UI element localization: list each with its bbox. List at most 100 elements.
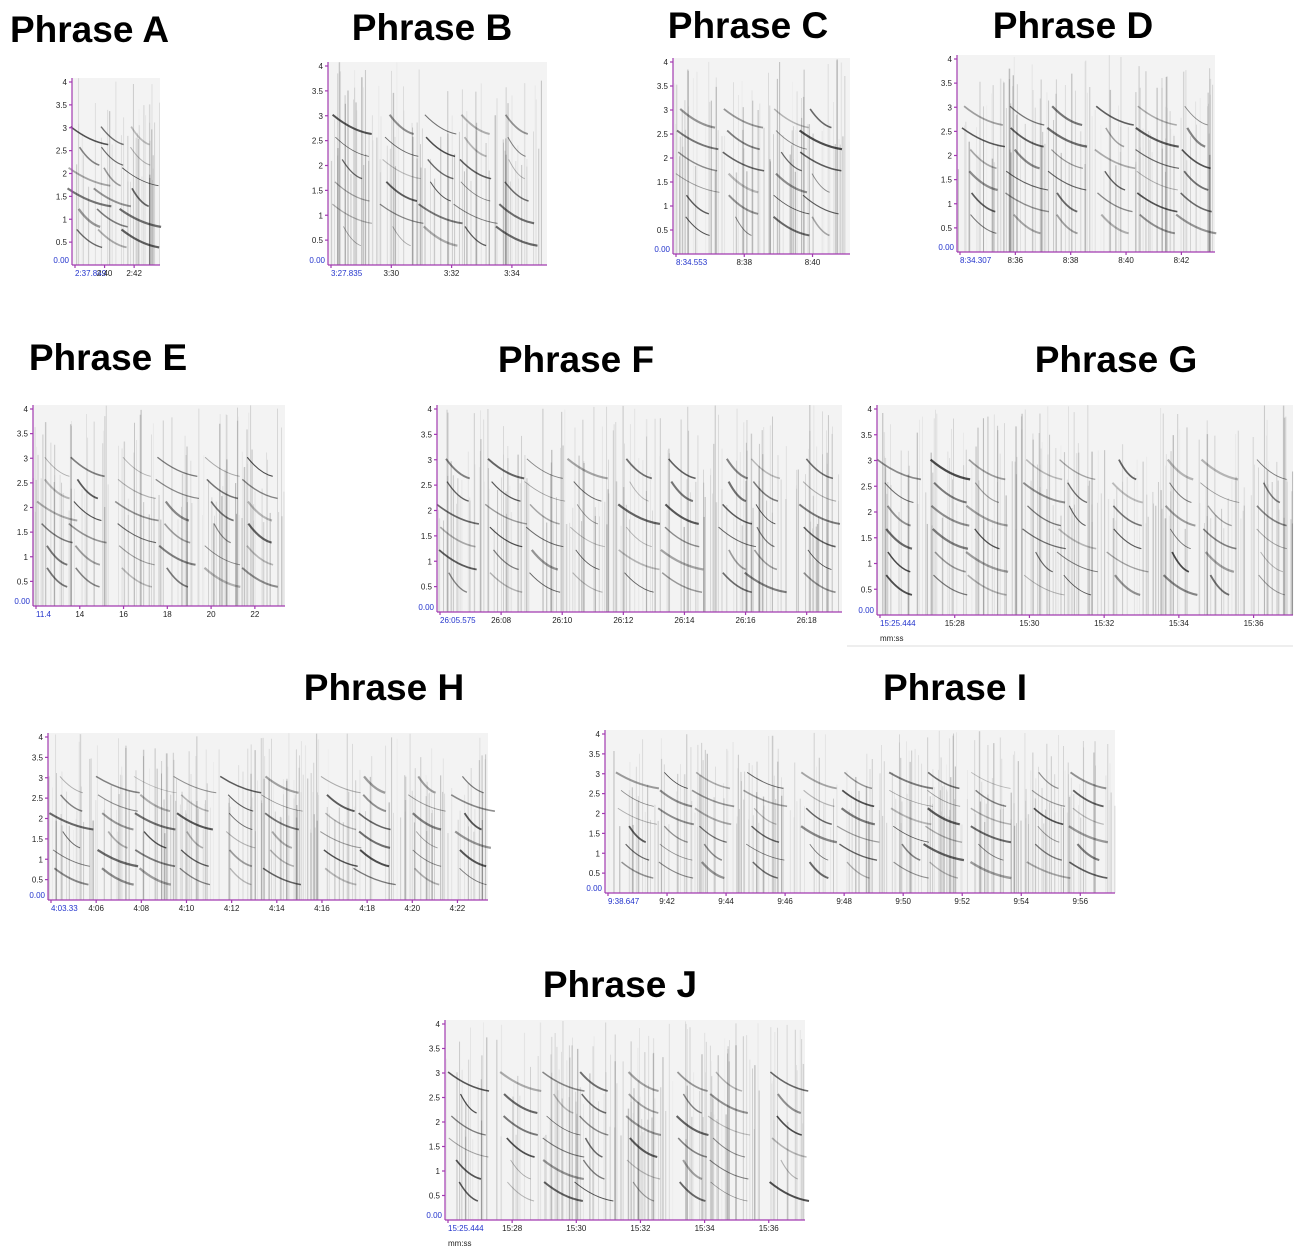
harmonic-stroke (103, 167, 122, 187)
harmonic-stroke (96, 848, 139, 868)
harmonic-stroke (1005, 170, 1049, 191)
harmonic-stroke (1262, 482, 1281, 504)
y-tick-label: 4 (319, 62, 324, 71)
harmonic-stroke (246, 545, 274, 566)
y-tick-label: 0.5 (56, 238, 68, 247)
spectrogram-background (328, 62, 547, 265)
harmonic-stroke (358, 830, 391, 849)
harmonic-stroke (628, 825, 647, 844)
harmonic-stroke (508, 159, 525, 180)
harmonic-stroke (809, 108, 832, 129)
harmonic-stroke (227, 794, 254, 812)
harmonic-stroke (1114, 574, 1141, 596)
harmonic-stroke (809, 843, 829, 861)
origin-label: 0.00 (14, 597, 30, 606)
panel-title: Phrase G (1035, 339, 1197, 380)
x-tick-label: 4:10 (179, 904, 195, 913)
harmonic-stroke (464, 226, 487, 247)
harmonic-stroke (1135, 149, 1180, 169)
harmonic-stroke (1033, 807, 1064, 826)
harmonic-stroke (566, 458, 608, 480)
harmonic-stroke (841, 789, 875, 808)
y-tick-label: 3.5 (941, 79, 953, 88)
harmonic-stroke (803, 789, 835, 807)
harmonic-stroke (889, 789, 933, 807)
harmonic-stroke (709, 1159, 749, 1180)
harmonic-stroke (974, 528, 1000, 550)
harmonic-stroke (617, 807, 658, 825)
harmonic-stroke (901, 843, 921, 861)
y-tick-label: 3 (63, 124, 68, 133)
y-tick-label: 3.5 (17, 430, 29, 439)
harmonic-stroke (499, 1071, 542, 1093)
y-tick-label: 1.5 (32, 835, 44, 844)
x-tick-label: 9:46 (777, 897, 793, 906)
harmonic-stroke (1180, 192, 1212, 213)
harmonic-stroke (320, 776, 361, 794)
harmonic-stroke (143, 831, 167, 849)
harmonic-stroke (424, 114, 457, 135)
x-tick-label: 4:16 (314, 904, 330, 913)
x-tick-label: 9:38.647 (608, 897, 640, 906)
y-tick-label: 2.5 (421, 481, 433, 490)
harmonic-stroke (269, 849, 295, 867)
harmonic-stroke (53, 867, 89, 886)
harmonic-stroke (450, 1115, 486, 1136)
spectrogram-background (33, 405, 285, 606)
harmonic-stroke (130, 126, 150, 146)
harmonic-stroke (691, 789, 735, 808)
harmonic-stroke (323, 849, 358, 867)
x-tick-label: 26:08 (491, 616, 512, 625)
harmonic-stroke (427, 159, 454, 180)
harmonic-stroke (334, 181, 370, 202)
harmonic-stroke (1186, 127, 1206, 148)
harmonic-stroke (625, 1115, 662, 1136)
harmonic-stroke (131, 187, 150, 208)
harmonic-stroke (659, 843, 693, 861)
harmonic-stroke (498, 203, 535, 225)
y-tick-label: 1.5 (421, 532, 433, 541)
harmonic-stroke (385, 181, 418, 202)
harmonic-stroke (1013, 148, 1040, 170)
harmonic-stroke (459, 158, 492, 180)
y-tick-label: 1.5 (312, 186, 324, 195)
harmonic-stroke (628, 1093, 659, 1114)
harmonic-stroke (225, 831, 256, 849)
y-tick-label: 2.5 (861, 482, 873, 491)
y-tick-label: 1 (596, 849, 601, 858)
harmonic-stroke (1009, 127, 1044, 148)
harmonic-stroke (204, 456, 240, 477)
panel-title: Phrase D (993, 5, 1153, 46)
harmonic-stroke (574, 1181, 614, 1202)
spectrogram-image (445, 1020, 810, 1220)
harmonic-stroke (968, 170, 998, 192)
harmonic-stroke (978, 843, 1004, 861)
harmonic-stroke (627, 1071, 659, 1093)
harmonic-stroke (489, 572, 523, 593)
harmonic-stroke (798, 503, 841, 525)
harmonic-stroke (93, 187, 132, 208)
harmonic-stroke (546, 1115, 581, 1136)
harmonic-stroke (685, 194, 710, 215)
harmonic-stroke (447, 1071, 490, 1092)
spectrogram-panel: Phrase A 0.00 0.5 1 1.5 2 2.5 3 3.5 4 2:37.8492:40… (10, 9, 169, 278)
harmonic-stroke (664, 526, 700, 548)
harmonic-stroke (459, 867, 487, 886)
x-tick-label: 18 (163, 610, 172, 619)
harmonic-stroke (43, 478, 70, 500)
x-tick-label: 26:12 (613, 616, 634, 625)
y-tick-label: 2 (948, 152, 953, 161)
harmonic-stroke (925, 825, 963, 843)
y-tick-label: 3.5 (56, 101, 68, 110)
harmonic-stroke (753, 807, 777, 825)
x-tick-label: 26:14 (674, 616, 695, 625)
y-tick-label: 1.5 (429, 1143, 441, 1152)
harmonic-stroke (885, 574, 913, 596)
harmonic-stroke (46, 545, 68, 566)
harmonic-stroke (1072, 807, 1104, 825)
harmonic-stroke (769, 1181, 810, 1202)
harmonic-stroke (68, 522, 107, 544)
harmonic-stroke (1005, 192, 1049, 213)
harmonic-stroke (811, 173, 830, 193)
harmonic-stroke (130, 146, 151, 166)
